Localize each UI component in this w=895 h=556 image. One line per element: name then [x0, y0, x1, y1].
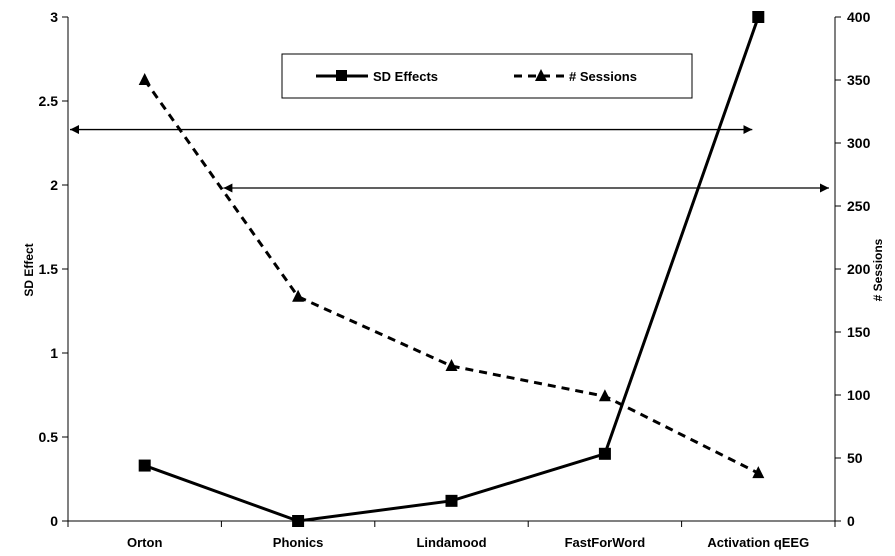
left-tick-label: 1 — [50, 345, 58, 361]
legend-item-sessions: # Sessions — [514, 69, 637, 84]
right-tick-label: 250 — [847, 198, 871, 214]
legend: SD Effects # Sessions — [281, 53, 693, 99]
data-point-triangle — [752, 466, 765, 479]
data-point-triangle — [138, 73, 151, 85]
right-tick-label: 50 — [847, 450, 863, 466]
right-axis-ticks: 0 50 100 150 200 250 300 350 400 — [835, 9, 871, 529]
right-axis-title: # Sessions — [871, 238, 885, 301]
legend-item-sd-effects: SD Effects — [316, 69, 438, 84]
left-tick-label: 1.5 — [39, 261, 59, 277]
legend-label-sd-effects: SD Effects — [373, 69, 438, 84]
data-point-square — [292, 515, 305, 527]
data-point-square — [752, 11, 765, 23]
data-point-triangle — [292, 289, 305, 302]
right-tick-label: 400 — [847, 9, 871, 25]
right-tick-label: 100 — [847, 387, 871, 403]
data-point-triangle — [598, 389, 611, 402]
legend-label-sessions: # Sessions — [569, 69, 637, 84]
series-line-sessions — [143, 79, 759, 475]
left-axis-ticks: 0 0.5 1 1.5 2 2.5 3 — [39, 9, 68, 529]
right-tick-label: 200 — [847, 261, 871, 277]
right-tick-label: 300 — [847, 135, 871, 151]
data-point-square — [138, 459, 151, 472]
series-layer — [138, 11, 765, 527]
legend-marker-square — [336, 70, 347, 81]
category-label: Orton — [127, 535, 162, 550]
left-tick-label: 2 — [50, 177, 58, 193]
category-label: Phonics — [273, 535, 324, 550]
left-tick-label: 2.5 — [39, 93, 59, 109]
category-labels: Orton Phonics Lindamood FastForWord Activati… — [127, 535, 809, 550]
right-tick-label: 150 — [847, 324, 871, 340]
data-point-square — [598, 447, 611, 460]
category-label: Lindamood — [416, 535, 486, 550]
category-label: FastForWord — [565, 535, 646, 550]
left-tick-label: 0.5 — [39, 429, 59, 445]
left-axis-title: SD Effect — [22, 243, 36, 296]
legend-marker-triangle — [535, 69, 547, 81]
category-label: Activation qEEG — [707, 535, 809, 550]
right-tick-label: 0 — [847, 513, 855, 529]
annotations — [70, 125, 829, 193]
data-point-triangle — [445, 359, 458, 372]
data-point-square — [445, 494, 458, 507]
left-tick-label: 0 — [50, 513, 58, 529]
left-tick-label: 3 — [50, 9, 58, 25]
right-tick-label: 350 — [847, 72, 871, 88]
